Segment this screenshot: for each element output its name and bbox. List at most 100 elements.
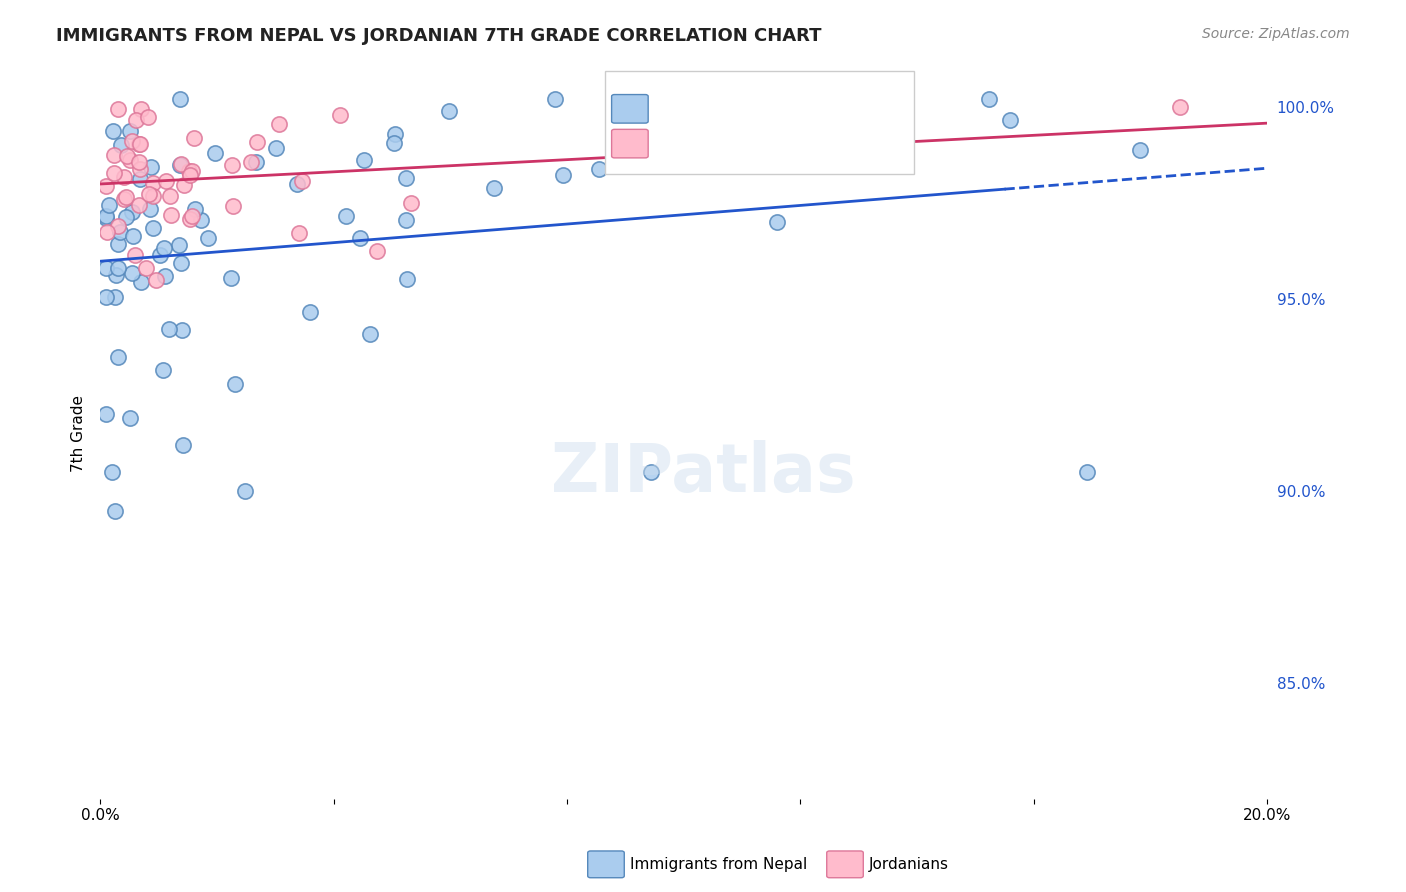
Point	[120, 123, 142, 137]
Point	[173, 178, 195, 193]
Point	[349, 230, 371, 244]
Point	[159, 189, 181, 203]
Point	[233, 484, 256, 499]
Point	[1129, 144, 1152, 158]
Point	[395, 171, 418, 186]
Point	[167, 238, 190, 252]
Point	[219, 270, 242, 285]
Point	[121, 267, 143, 281]
Point	[288, 226, 311, 240]
Point	[353, 153, 375, 167]
Point	[335, 209, 357, 223]
Point	[121, 134, 143, 148]
Point	[124, 113, 146, 128]
Point	[285, 178, 308, 192]
Point	[129, 137, 152, 152]
Point	[118, 153, 141, 167]
Point	[299, 304, 322, 318]
Point	[170, 323, 193, 337]
Point	[765, 215, 787, 229]
Point	[94, 211, 117, 225]
Point	[155, 269, 177, 284]
Point	[184, 202, 207, 217]
Point	[121, 204, 143, 219]
Point	[139, 160, 162, 174]
Point	[384, 128, 406, 142]
Point	[169, 92, 191, 106]
Point	[153, 241, 176, 255]
Point	[128, 155, 150, 169]
Point	[135, 261, 157, 276]
Point	[157, 322, 180, 336]
Point	[110, 137, 132, 152]
Point	[145, 273, 167, 287]
Point	[120, 411, 142, 425]
Point	[107, 236, 129, 251]
Point	[112, 169, 135, 184]
Point	[544, 92, 567, 106]
Text: IMMIGRANTS FROM NEPAL VS JORDANIAN 7TH GRADE CORRELATION CHART: IMMIGRANTS FROM NEPAL VS JORDANIAN 7TH G…	[56, 27, 821, 45]
Point	[94, 260, 117, 275]
Point	[245, 155, 267, 169]
Point	[152, 362, 174, 376]
Point	[155, 174, 177, 188]
Point	[142, 176, 165, 190]
Point	[1168, 100, 1191, 114]
Point	[183, 130, 205, 145]
Point	[264, 141, 287, 155]
Point	[197, 231, 219, 245]
Point	[179, 168, 201, 182]
Point	[142, 188, 165, 202]
Point	[221, 158, 243, 172]
Point	[240, 155, 263, 169]
Point	[129, 275, 152, 289]
Text: ZIPatlas: ZIPatlas	[551, 440, 855, 506]
Point	[224, 376, 246, 391]
Point	[138, 202, 160, 216]
Point	[179, 212, 201, 227]
Point	[105, 268, 128, 282]
Point	[399, 196, 422, 211]
Point	[1076, 465, 1098, 479]
Point	[103, 124, 125, 138]
Point	[103, 166, 125, 180]
Point	[128, 136, 150, 151]
Point	[103, 148, 125, 162]
Point	[204, 146, 226, 161]
Point	[107, 350, 129, 364]
Point	[149, 248, 172, 262]
Point	[107, 260, 129, 275]
Point	[104, 290, 127, 304]
Point	[128, 198, 150, 212]
Text: Source: ZipAtlas.com: Source: ZipAtlas.com	[1202, 27, 1350, 41]
Point	[138, 187, 160, 202]
Point	[359, 327, 381, 342]
Point	[221, 199, 243, 213]
Point	[115, 210, 138, 224]
Point	[117, 149, 139, 163]
Point	[977, 92, 1000, 106]
Point	[329, 108, 352, 122]
Point	[94, 179, 117, 194]
Point	[170, 157, 193, 171]
Point	[100, 465, 122, 479]
Point	[107, 103, 129, 117]
Point	[114, 192, 136, 206]
Point	[1000, 112, 1022, 127]
Point	[108, 225, 131, 239]
Point	[115, 190, 138, 204]
Point	[613, 136, 636, 150]
Point	[366, 244, 388, 259]
Point	[384, 136, 406, 150]
Point	[190, 212, 212, 227]
Point	[98, 197, 121, 211]
Point	[94, 209, 117, 223]
Point	[107, 219, 129, 233]
Text: R = 0.360   N = 48: R = 0.360 N = 48	[685, 128, 841, 143]
Point	[551, 168, 574, 182]
Point	[104, 503, 127, 517]
Text: Jordanians: Jordanians	[869, 857, 949, 871]
Point	[159, 208, 181, 222]
Point	[169, 158, 191, 172]
Point	[291, 174, 314, 188]
